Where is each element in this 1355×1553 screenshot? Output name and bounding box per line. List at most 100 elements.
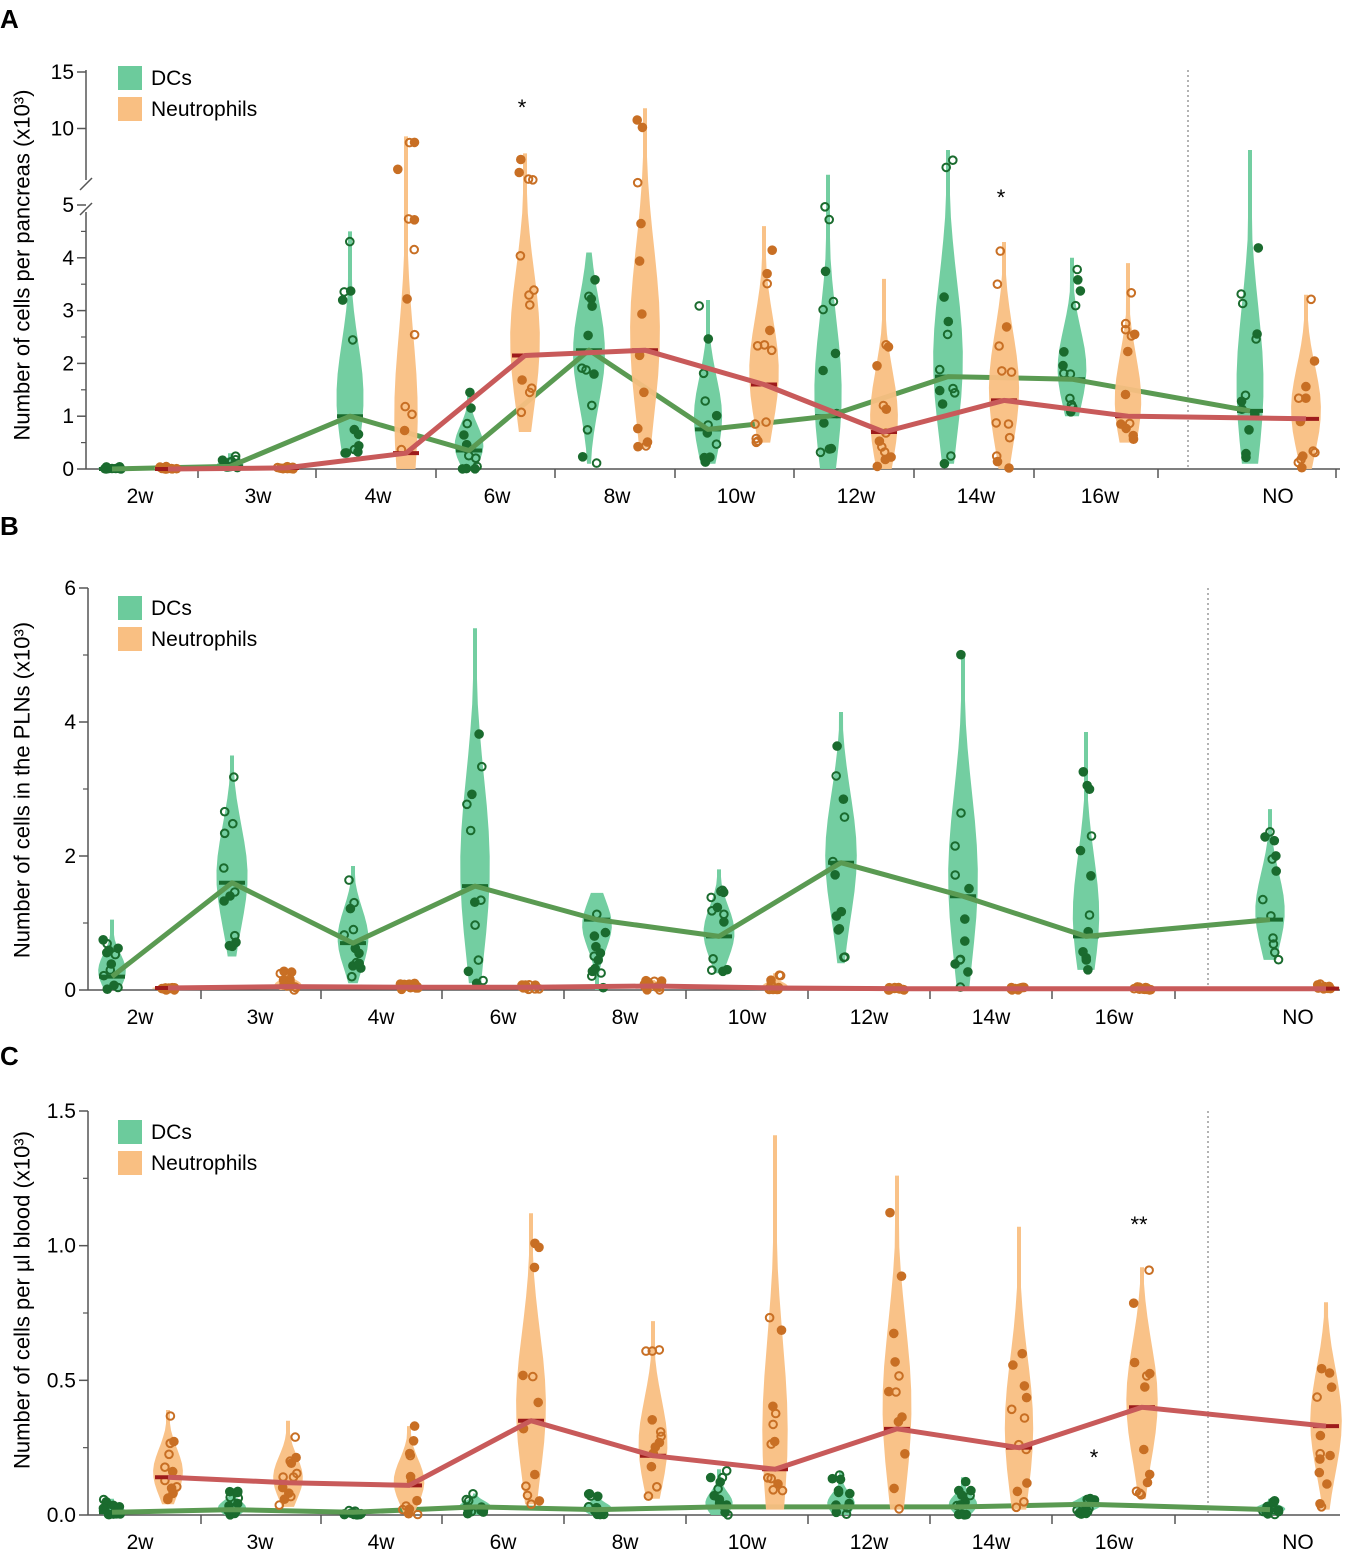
data-point (1086, 871, 1096, 881)
data-point (219, 828, 230, 839)
data-point (839, 812, 850, 822)
data-point (949, 388, 960, 398)
data-point (348, 924, 359, 935)
data-point (1270, 947, 1280, 958)
violin-10w (762, 1135, 788, 1510)
data-point (832, 741, 842, 751)
y-axis-label: Number of cells in the PLNs (x10³) (10, 622, 35, 958)
data-point (762, 268, 772, 279)
data-point (401, 1501, 411, 1511)
data-point (402, 294, 412, 304)
data-point (1144, 1469, 1155, 1480)
x-tick-label: 8w (612, 1006, 640, 1029)
series-dcs (97, 150, 1264, 474)
data-point (897, 1412, 907, 1422)
legend-label-neutrophils: Neutrophils (151, 98, 257, 121)
series-dcs (98, 628, 1285, 995)
data-point (767, 245, 778, 255)
data-point (960, 936, 970, 946)
data-point (1326, 1382, 1337, 1392)
data-point (766, 975, 776, 986)
data-point (879, 447, 890, 457)
data-point (1004, 463, 1014, 473)
data-point (1081, 955, 1092, 965)
data-point (582, 425, 593, 435)
data-point (1006, 1404, 1017, 1415)
data-point (1322, 1479, 1332, 1489)
data-point (528, 175, 538, 185)
data-point (1273, 954, 1284, 965)
x-tick-label: 14w (957, 485, 996, 508)
data-point (711, 410, 722, 421)
data-point (344, 875, 354, 885)
x-tick-label: 14w (972, 1531, 1011, 1553)
legend-label-dcs: DCs (151, 67, 192, 90)
data-point (522, 1490, 533, 1501)
data-point (590, 275, 600, 285)
data-point (1297, 462, 1307, 473)
data-point (775, 970, 786, 981)
y-tick-label: 1 (62, 405, 74, 428)
data-point (279, 966, 289, 977)
data-point (529, 1262, 540, 1273)
data-point (1123, 346, 1133, 357)
data-point (828, 296, 839, 307)
data-point (889, 1483, 899, 1494)
data-point (110, 949, 121, 960)
data-point (1325, 1450, 1335, 1461)
data-point (959, 1510, 970, 1520)
data-point (890, 1357, 900, 1367)
data-point (637, 309, 647, 319)
data-point (831, 771, 842, 781)
x-tick-label: 14w (972, 1006, 1011, 1029)
y-tick-label: 2 (62, 352, 74, 375)
data-point (956, 649, 966, 660)
data-point (639, 387, 649, 398)
data-point (412, 1509, 423, 1520)
data-point (835, 1474, 846, 1485)
data-point (957, 1490, 967, 1500)
data-point (409, 329, 420, 340)
data-point (474, 729, 484, 739)
violin-4w (393, 1426, 425, 1515)
data-point (98, 935, 108, 945)
data-point (408, 1436, 419, 1446)
y-tick-label: 4 (62, 247, 74, 270)
data-point (1019, 1497, 1029, 1507)
data-point (1004, 432, 1015, 443)
data-point (773, 1479, 783, 1489)
data-point (345, 903, 356, 914)
data-point (337, 295, 348, 305)
x-tick-label: 16w (1095, 1531, 1134, 1553)
y-tick-label: 5 (62, 194, 74, 217)
data-point (1301, 381, 1311, 392)
data-point (1293, 393, 1304, 404)
data-point (1309, 356, 1320, 366)
data-point (963, 967, 973, 977)
data-point (632, 115, 643, 125)
data-point (229, 772, 239, 782)
data-point (225, 1492, 235, 1503)
data-point (886, 452, 896, 462)
x-tick-label: 10w (728, 1531, 767, 1553)
x-tick-label: NO (1262, 485, 1294, 508)
data-point (290, 1432, 301, 1442)
data-point (1316, 1502, 1327, 1512)
data-point (1003, 419, 1014, 429)
data-point (721, 1466, 732, 1476)
legend-swatch-dcs (118, 66, 142, 90)
data-point (1058, 360, 1068, 371)
data-point (347, 971, 357, 982)
data-point (815, 447, 826, 458)
data-point (399, 425, 410, 436)
data-point (652, 1482, 662, 1492)
data-point (1086, 831, 1097, 841)
data-point (711, 439, 722, 450)
data-point (459, 430, 469, 440)
data-point (1251, 334, 1261, 344)
data-point (1312, 1392, 1322, 1402)
data-point (1081, 1508, 1091, 1519)
data-point (409, 137, 420, 148)
data-point (232, 1498, 243, 1509)
